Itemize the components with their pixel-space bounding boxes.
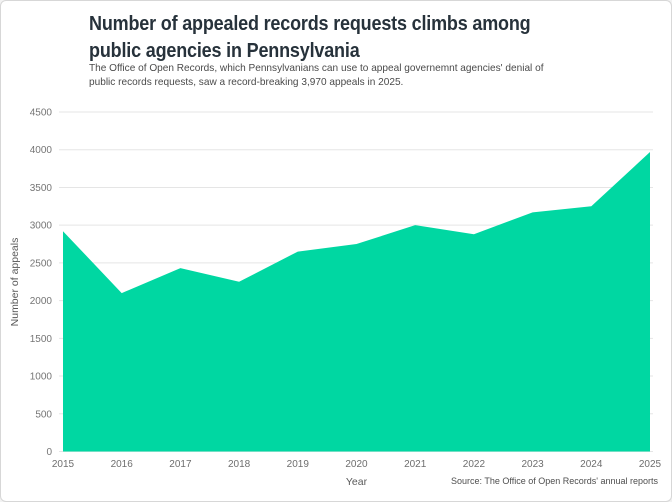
y-tick-label: 3500 bbox=[30, 183, 53, 194]
chart-subtitle-line1: The Office of Open Records, which Pennsy… bbox=[89, 62, 544, 74]
x-axis-title: Year bbox=[346, 476, 368, 488]
x-tick-label: 2024 bbox=[580, 459, 603, 470]
y-tick-label: 4500 bbox=[30, 108, 53, 119]
x-tick-label: 2018 bbox=[228, 459, 251, 470]
x-tick-label: 2021 bbox=[404, 459, 427, 470]
y-tick-label: 2500 bbox=[30, 258, 53, 269]
area-series bbox=[63, 151, 650, 452]
x-tick-label: 2023 bbox=[521, 459, 544, 470]
y-tick-label: 4000 bbox=[30, 145, 53, 156]
x-tick-label: 2020 bbox=[345, 459, 368, 470]
page-title: Number of appealed records requests clim… bbox=[89, 11, 531, 65]
page-title-line1: Number of appealed records requests clim… bbox=[89, 13, 531, 35]
chart-subtitle: The Office of Open Records, which Pennsy… bbox=[89, 61, 544, 89]
y-tick-label: 3000 bbox=[30, 221, 53, 232]
x-tick-label: 2022 bbox=[463, 459, 486, 470]
y-tick-label: 500 bbox=[35, 409, 52, 420]
page-title-line2: public agencies in Pennsylvania bbox=[89, 40, 360, 62]
y-tick-label: 2000 bbox=[30, 296, 53, 307]
y-tick-label: 1000 bbox=[30, 372, 53, 383]
y-tick-label: 0 bbox=[46, 447, 52, 458]
x-tick-label: 2017 bbox=[169, 459, 192, 470]
x-tick-label: 2019 bbox=[287, 459, 310, 470]
x-tick-label: 2015 bbox=[52, 459, 75, 470]
chart-subtitle-line2: public records requests, saw a record-br… bbox=[89, 76, 404, 88]
y-axis-title: Number of appeals bbox=[9, 238, 21, 327]
source-note: Source: The Office of Open Records' annu… bbox=[451, 476, 658, 486]
y-tick-label: 1500 bbox=[30, 334, 53, 345]
x-tick-label: 2016 bbox=[111, 459, 134, 470]
x-tick-label: 2025 bbox=[639, 459, 662, 470]
